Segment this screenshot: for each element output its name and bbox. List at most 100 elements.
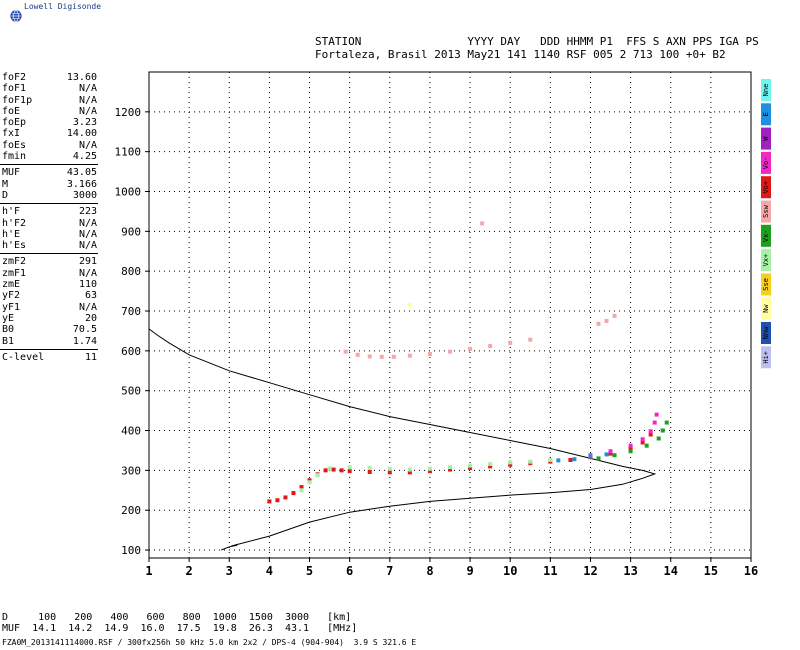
- trace-point: [640, 440, 645, 445]
- x-tick-label: 5: [306, 564, 313, 578]
- legend-swatch: [761, 249, 771, 272]
- y-tick-label: 600: [121, 345, 141, 358]
- trace-point: [604, 452, 609, 457]
- trace-point: [468, 346, 473, 351]
- param-value: N/A: [78, 139, 97, 151]
- trace-point: [468, 465, 473, 470]
- param-label: zmF1: [2, 267, 27, 279]
- x-tick-label: 11: [543, 564, 557, 578]
- param-label: h'Es: [2, 240, 27, 252]
- trace-point: [291, 491, 296, 496]
- y-tick-label: 1200: [115, 106, 142, 119]
- param-label: fxI: [2, 128, 21, 140]
- param-row: yF2 63: [0, 290, 100, 301]
- x-tick-label: 3: [226, 564, 233, 578]
- param-value: N/A: [78, 228, 97, 240]
- param-row: zmF2 291: [0, 256, 100, 267]
- trace-vo-: [267, 432, 653, 504]
- param-row: h'E N/A: [0, 229, 100, 240]
- trace-point: [604, 318, 609, 323]
- param-value: N/A: [78, 267, 97, 279]
- param-row: zmF1 N/A: [0, 268, 100, 279]
- trace-point: [508, 340, 513, 345]
- trace-point: [367, 469, 372, 474]
- x-tick-label: 10: [503, 564, 517, 578]
- param-row: M 3.166: [0, 179, 100, 190]
- param-value: 4.25: [72, 151, 97, 163]
- trace-point: [654, 412, 659, 417]
- param-label: foE: [2, 105, 21, 117]
- x-tick-label: 15: [704, 564, 718, 578]
- param-row: foF1 N/A: [0, 83, 100, 94]
- x-tick-label: 8: [426, 564, 433, 578]
- trace-point: [596, 456, 601, 461]
- trace-point: [648, 429, 653, 434]
- param-label: yF1: [2, 301, 21, 313]
- trace-point: [427, 469, 432, 474]
- y-axis-ticks: 100 200 300 400 500 600 700 800 900 1000 1100 1200: [115, 106, 149, 557]
- muf-value-row: MUF 14.1 14.2 14.9 16.0 17.5 19.8 26.3 4…: [2, 623, 358, 634]
- y-tick-label: 1000: [115, 186, 142, 199]
- legend-label: Vx-: [762, 229, 770, 242]
- trace-point: [548, 458, 553, 463]
- param-separator: [0, 348, 98, 350]
- legend-swatch: [761, 224, 771, 247]
- param-value: N/A: [78, 94, 97, 106]
- y-tick-label: 900: [121, 225, 141, 238]
- trace-point: [387, 466, 392, 471]
- legend-swatch: [761, 103, 771, 126]
- param-value: 3.23: [72, 117, 97, 129]
- trace-point: [331, 467, 336, 472]
- trace-point: [327, 466, 332, 471]
- trace-point: [488, 464, 493, 469]
- trace-point: [628, 443, 633, 448]
- trace-point: [612, 313, 617, 318]
- echo-traces: [267, 221, 669, 504]
- y-tick-label: 500: [121, 385, 141, 398]
- y-tick-label: 700: [121, 305, 141, 318]
- trace-point: [367, 354, 372, 359]
- legend-item: Sse: [761, 273, 771, 296]
- legend-item: Nnw: [761, 322, 771, 344]
- legend-label: Sse: [762, 278, 770, 291]
- trace-point: [640, 437, 645, 442]
- legend-item: Vo-: [761, 151, 771, 174]
- param-label: MUF: [2, 167, 21, 179]
- trace-point: [307, 480, 312, 485]
- param-row: MUF 43.05: [0, 167, 100, 178]
- x-tick-label: 4: [266, 564, 273, 578]
- trace-e: [556, 452, 609, 463]
- param-row: yF1 N/A: [0, 302, 100, 313]
- trace-point: [528, 337, 533, 342]
- muf-table: D 100 200 400 600 800 1000 1500 3000 [km…: [2, 612, 357, 634]
- header-columns: STATION YYYY DAY DDD HHMM P1 FFS S AXN P…: [315, 35, 759, 48]
- legend-swatch: [761, 151, 771, 174]
- y-tick-label: 1100: [115, 146, 142, 159]
- trace-point: [407, 353, 412, 358]
- trace-point: [588, 454, 593, 459]
- param-row: D 3000: [0, 190, 100, 201]
- param-separator: [0, 164, 98, 166]
- legend-swatch: [761, 79, 771, 101]
- trace-vo-: [588, 412, 659, 458]
- trace-point: [267, 499, 272, 504]
- x-tick-label: 7: [386, 564, 393, 578]
- globe-icon: [10, 10, 22, 22]
- logo: Lowell Digisonde: [4, 2, 124, 24]
- legend-label: Nne: [762, 84, 770, 97]
- x-tick-label: 9: [466, 564, 473, 578]
- param-row: fmin 4.25: [0, 151, 100, 162]
- x-tick-label: 14: [664, 564, 678, 578]
- legend-label: Ssw: [762, 204, 770, 217]
- param-value: 63: [84, 290, 97, 302]
- trace-nw: [407, 303, 412, 308]
- trace-point: [407, 470, 412, 475]
- param-value: N/A: [78, 105, 97, 117]
- param-row: zmE 110: [0, 279, 100, 290]
- x-tick-label: 16: [744, 564, 758, 578]
- trace-point: [299, 488, 304, 493]
- legend-swatch: [761, 200, 771, 223]
- param-label: foF1p: [2, 94, 33, 106]
- x-tick-label: 1: [145, 564, 152, 578]
- trace-point: [347, 469, 352, 474]
